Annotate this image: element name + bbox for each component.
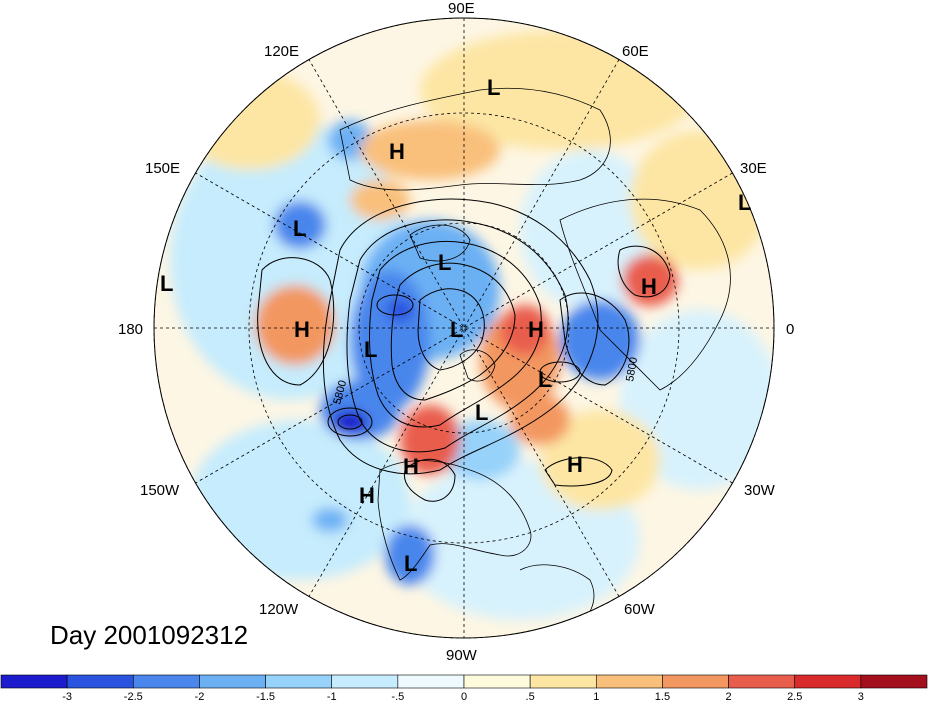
colorbar-tick-label: -3 [62,691,72,702]
colorbar-swatch [860,674,928,689]
lon-label-60w: 60W [624,601,656,618]
colorbar-swatch [132,674,200,689]
colorbar-tick-label: -1.5 [256,691,275,702]
colorbar-tick-label: -2.5 [124,691,143,702]
contour-label-right: 5800 [624,356,640,382]
lon-label-150e: 150E [145,160,180,177]
colorbar-swatch [331,674,399,689]
lon-label-90w: 90W [446,647,478,664]
colorbar-tick-label: 2.5 [787,691,802,702]
anomaly-field [170,30,774,620]
colorbar-tick-label: 2 [726,691,732,702]
pressure-centers: L H L L H L L H L L H H H L L H L [160,75,751,576]
lon-label-120e: 120E [264,43,299,60]
colorbar-tick-label: -2 [195,691,205,702]
center-marker: L [475,400,488,425]
lon-label-90e: 90E [448,0,475,17]
colorbar-swatch [265,674,333,689]
center-marker: L [438,250,451,275]
colorbar-tick-label: 0 [461,691,467,702]
colorbar-tick-label: 1.5 [655,691,670,702]
lon-label-150w: 150W [140,482,180,499]
colorbar-swatch [463,674,531,689]
center-marker: H [389,139,405,164]
lon-label-60e: 60E [622,43,649,60]
colorbar-tick-label: .5 [526,691,535,702]
center-marker: H [359,483,375,508]
height-contours [257,198,671,502]
center-marker: L [450,317,463,342]
center-marker: L [160,271,173,296]
colorbar: -3 -2.5 -2 -1.5 -1 -.5 0 .5 1 1.5 2 2.5 3 [0,674,928,702]
colorbar-tick-label: 1 [593,691,599,702]
colorbar-swatch [199,674,266,689]
colorbar-swatch [794,674,862,689]
center-marker: L [538,367,551,392]
colorbar-swatch [595,674,663,689]
lon-label-0: 0 [786,321,794,338]
colorbar-tick-label: -.5 [391,691,404,702]
center-marker: L [738,190,751,215]
lon-label-180: 180 [118,321,143,338]
center-marker: L [487,75,500,100]
globe-outline [153,17,775,639]
coastlines [339,87,731,631]
center-marker: H [294,317,310,342]
center-marker: L [364,337,377,362]
colorbar-swatch [0,674,68,689]
lon-label-120w: 120W [259,601,299,618]
colorbar-swatch [728,674,796,689]
colorbar-swatch [397,674,465,689]
lon-label-30w: 30W [744,482,776,499]
center-marker: H [528,317,544,342]
colorbar-swatch [529,674,597,689]
center-marker: H [403,454,419,479]
colorbar-tick-label: -1 [327,691,337,702]
center-marker: L [404,551,417,576]
lon-label-30e: 30E [740,160,767,177]
center-marker: L [293,216,306,241]
center-marker: H [641,274,657,299]
colorbar-swatch [66,674,134,689]
colorbar-tick-label: 3 [858,691,864,702]
map-title: Day 2001092312 [50,620,249,650]
colorbar-swatch [662,674,729,689]
center-marker: H [567,452,583,477]
